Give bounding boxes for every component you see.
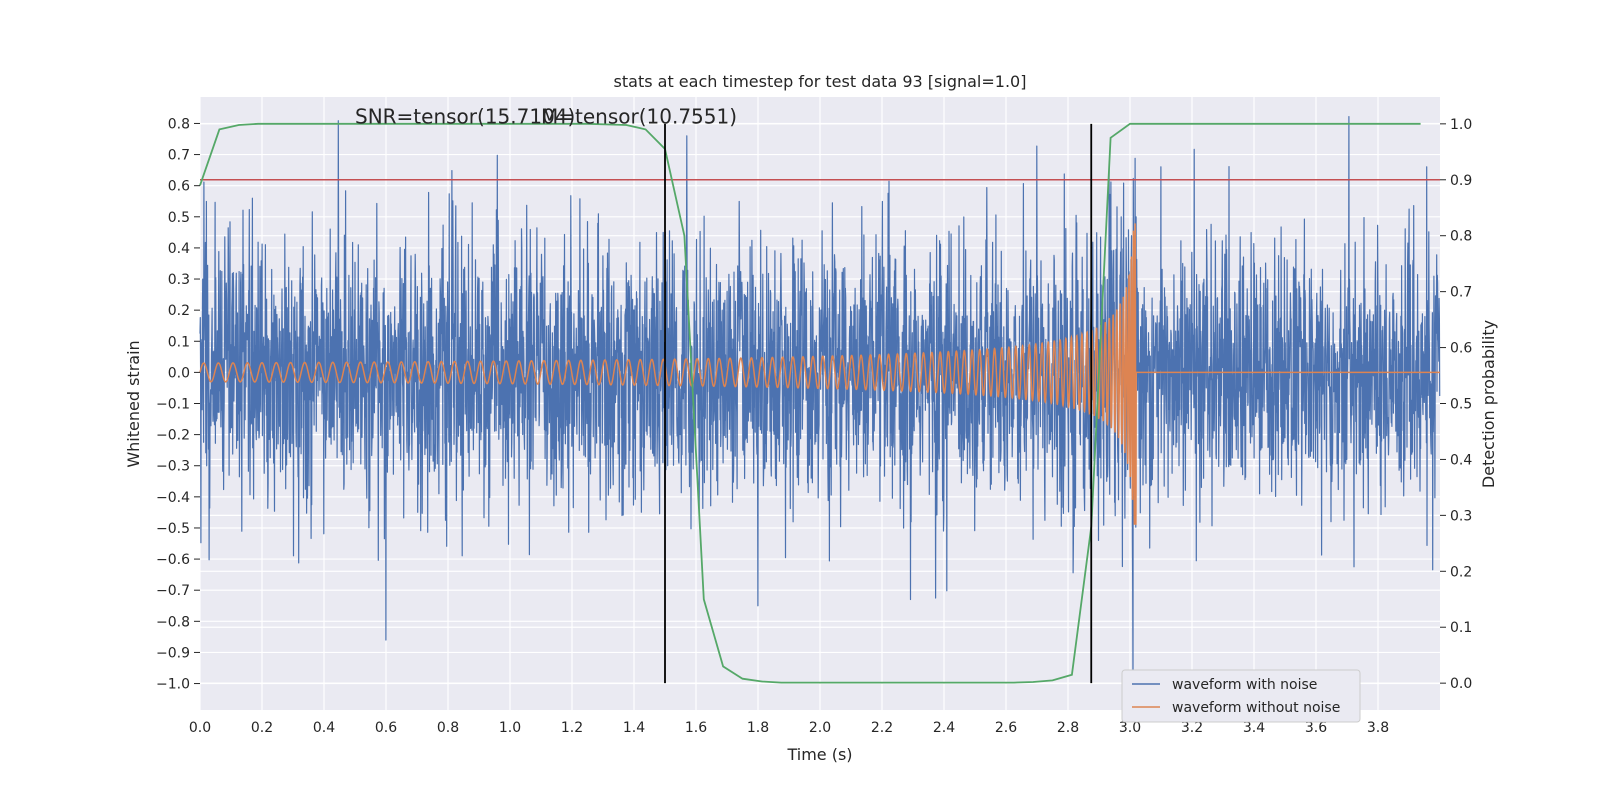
ticks: 0.0 0.2 0.4 0.6 0.8 1.0 1.2 1.4 1.6 1.8 2.0 2.2 2.4 2… xyxy=(156,116,1472,736)
x-tick-label: 0.6 xyxy=(375,720,397,736)
y-tick-label: 0.4 xyxy=(168,241,190,257)
y-tick-label: 0.0 xyxy=(168,365,190,381)
x-tick-label: 3.6 xyxy=(1305,720,1327,736)
x-tick-label: 2.2 xyxy=(871,720,893,736)
y2-tick-label: 0.5 xyxy=(1450,397,1472,413)
y2-tick-label: 0.3 xyxy=(1450,508,1472,524)
x-tick-label: 1.8 xyxy=(747,720,769,736)
marks xyxy=(199,122,1440,684)
series-waveform-without-noise xyxy=(199,223,1440,525)
y-tick-label: −0.5 xyxy=(156,521,190,537)
annotation-mass: M=tensor(10.7551) xyxy=(541,104,737,128)
y-tick-label: −0.7 xyxy=(156,583,190,599)
y-tick-label: −0.4 xyxy=(156,490,190,506)
y-tick-label: 0.6 xyxy=(168,179,190,195)
y-tick-label: −1.0 xyxy=(156,677,190,693)
x-tick-label: 0.0 xyxy=(189,720,211,736)
x-tick-label: 3.8 xyxy=(1367,720,1389,736)
x-tick-label: 2.6 xyxy=(995,720,1017,736)
y2-tick-label: 0.7 xyxy=(1450,285,1472,301)
series-detection-probability xyxy=(199,122,1421,684)
y-tick-label: −0.9 xyxy=(156,645,190,661)
x-axis-label: Time (s) xyxy=(786,745,852,764)
x-tick-label: 2.0 xyxy=(809,720,831,736)
y-axis-label: Whitened strain xyxy=(124,340,143,467)
y-tick-label: 0.8 xyxy=(168,116,190,132)
legend-box xyxy=(1121,669,1361,723)
x-tick-label: 2.4 xyxy=(933,720,955,736)
y-tick-label: 0.2 xyxy=(168,303,190,319)
x-tick-label: 1.2 xyxy=(561,720,583,736)
x-tick-label: 0.2 xyxy=(251,720,273,736)
y2-tick-label: 0.8 xyxy=(1450,229,1472,245)
x-tick-label: 3.4 xyxy=(1243,720,1265,736)
y2-tick-label: 0.0 xyxy=(1450,676,1472,692)
y2-tick-label: 0.6 xyxy=(1450,341,1472,357)
y2-axis-label: Detection probability xyxy=(1479,320,1498,488)
legend-label-clean: waveform without noise xyxy=(1172,700,1340,716)
y-tick-label: 0.7 xyxy=(168,148,190,164)
legend: waveform with noise waveform without noi… xyxy=(1121,669,1361,723)
y-tick-label: −0.6 xyxy=(156,552,190,568)
traces xyxy=(199,116,1441,685)
y2-tick-label: 0.9 xyxy=(1450,173,1472,189)
y-tick-label: 0.3 xyxy=(168,272,190,288)
annotation-snr: SNR=tensor(15.7104) xyxy=(355,104,575,128)
x-tick-label: 2.8 xyxy=(1057,720,1079,736)
y-tick-label: 0.1 xyxy=(168,334,190,350)
y-tick-label: 0.5 xyxy=(168,210,190,226)
x-tick-label: 1.4 xyxy=(623,720,645,736)
x-tick-label: 0.8 xyxy=(437,720,459,736)
chart-title: stats at each timestep for test data 93 … xyxy=(614,72,1027,91)
y2-tick-label: 0.2 xyxy=(1450,564,1472,580)
x-tick-label: 3.2 xyxy=(1181,720,1203,736)
y2-tick-label: 0.1 xyxy=(1450,620,1472,636)
y-tick-label: −0.1 xyxy=(156,397,190,413)
y2-tick-label: 1.0 xyxy=(1450,117,1472,133)
y2-tick-label: 0.4 xyxy=(1450,452,1472,468)
y-tick-label: −0.2 xyxy=(156,428,190,444)
x-tick-label: 1.6 xyxy=(685,720,707,736)
legend-label-noise: waveform with noise xyxy=(1172,677,1317,693)
y-tick-label: −0.8 xyxy=(156,614,190,630)
series-waveform-with-noise xyxy=(199,116,1441,685)
x-tick-label: 0.4 xyxy=(313,720,335,736)
x-tick-label: 1.0 xyxy=(499,720,521,736)
x-tick-label: 3.0 xyxy=(1119,720,1141,736)
y-tick-label: −0.3 xyxy=(156,459,190,475)
